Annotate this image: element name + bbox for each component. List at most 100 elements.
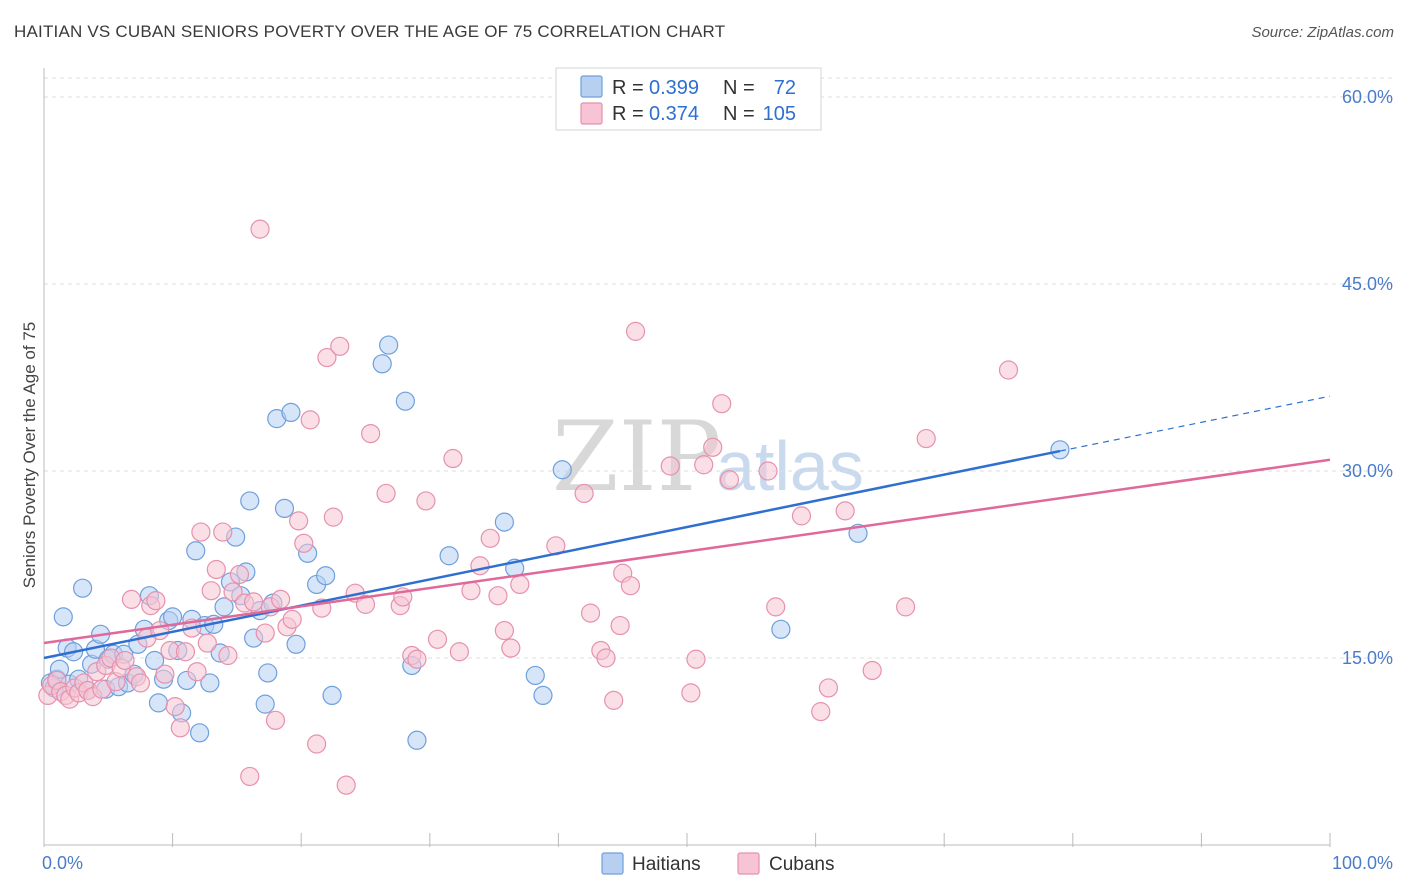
haitians-point [240, 491, 260, 511]
cubans-point [271, 589, 291, 610]
cubans-point [427, 629, 448, 649]
cubans-point [155, 664, 175, 684]
cubans-point [443, 448, 463, 469]
legend-haitians-n-value: 72 [774, 77, 796, 99]
cubans-point [580, 603, 601, 623]
cubans-point [719, 470, 740, 490]
legend-cubans-r-value: 0.374 [649, 103, 699, 125]
haitians-point [72, 578, 93, 598]
cubans-point [213, 522, 233, 542]
x-tick-label: 100.0% [1332, 853, 1393, 873]
cubans-point [206, 559, 226, 580]
haitians-point [255, 694, 275, 714]
haitians-point [379, 335, 399, 355]
cubans-point [223, 582, 243, 602]
cubans-point [282, 609, 302, 629]
cubans-point [620, 576, 641, 596]
haitians-point [214, 597, 234, 617]
cubans-point [574, 483, 594, 504]
haitians-point [53, 607, 73, 627]
cubans-point [470, 556, 490, 576]
cubans-point [694, 455, 714, 475]
haitians-point [494, 512, 514, 532]
cubans-point [766, 597, 786, 617]
haitians-point [190, 723, 210, 743]
cubans-point [610, 615, 630, 636]
legend-haitians-r-value: 0.399 [649, 77, 699, 99]
cubans-point [494, 620, 514, 641]
cubans-point [998, 360, 1019, 380]
trend-lines [43, 395, 1331, 660]
y-tick-label: 60.0% [1342, 87, 1393, 107]
cubans-point [130, 673, 151, 693]
haitians-point [186, 541, 206, 561]
haitians-point [372, 354, 392, 374]
legend-cubans-swatch [580, 102, 603, 125]
bottom-legend: Haitians Cubans [601, 852, 835, 875]
cubans-point [376, 483, 396, 504]
x-tick-label: 0.0% [42, 853, 83, 873]
cubans-point [146, 591, 166, 611]
y-tick-labels: 15.0% 30.0% 45.0% 60.0% [1342, 87, 1393, 668]
legend-cubans-n-value: 105 [763, 103, 796, 125]
bottom-legend-cubans-label: Cubans [769, 854, 835, 875]
bottom-legend-haitians-label: Haitians [632, 854, 701, 875]
haitians-point [1050, 440, 1070, 460]
haitians-point [533, 685, 553, 706]
legend-haitians-n-label: N = [723, 77, 755, 99]
cubans-point [461, 581, 481, 601]
cubans-point [121, 589, 142, 610]
cubans-point [758, 461, 778, 481]
cubans-point [229, 564, 250, 585]
legend-cubans-r-label: R = [612, 103, 644, 125]
cubans-point [300, 410, 320, 430]
cubans-point [265, 710, 286, 730]
haitians-trend-extension [1059, 395, 1331, 452]
haitians-point [148, 693, 169, 713]
cubans-point [289, 511, 309, 531]
cubans-point [355, 594, 376, 614]
cubans-point [323, 507, 343, 527]
cubans-point [449, 642, 469, 662]
cubans-point [604, 690, 624, 710]
cubans-point [712, 394, 732, 414]
legend-haitians-r-label: R = [612, 77, 644, 99]
x-tick-labels: 0.0% 100.0% [42, 853, 1393, 873]
cubans-point [330, 336, 350, 356]
haitians-trend-line [43, 449, 1061, 660]
cubans-point [791, 506, 812, 526]
cubans-point [165, 697, 185, 717]
cubans-point [294, 533, 314, 553]
cubans-point [501, 638, 521, 658]
haitians-point [525, 665, 545, 686]
cubans-point [240, 766, 260, 787]
haitians-point [274, 498, 295, 518]
cubans-point [862, 660, 882, 681]
haitians-point [395, 391, 415, 411]
cubans-point [811, 702, 831, 722]
y-tick-label: 30.0% [1342, 461, 1393, 481]
cubans-point [201, 581, 221, 601]
cubans-point [218, 645, 238, 666]
legend-box: R = 0.399 N = 72 R = 0.374 N = 105 [555, 67, 822, 131]
bottom-legend-cubans-swatch [737, 852, 760, 875]
cubans-point [488, 586, 508, 606]
axes [43, 68, 1331, 847]
cubans-point [681, 683, 701, 703]
cubans-point [625, 321, 646, 341]
legend-haitians-swatch [580, 75, 603, 98]
cubans-point [175, 642, 196, 662]
haitians-point [771, 619, 791, 639]
haitians-point [316, 566, 336, 586]
haitians-point [552, 460, 572, 480]
cubans-point [197, 633, 217, 653]
haitians-point [322, 685, 342, 706]
cubans-point [336, 775, 356, 795]
cubans-point [686, 649, 706, 669]
haitians-point [439, 546, 459, 566]
haitians-point [286, 634, 306, 654]
cubans-point [255, 623, 275, 643]
cubans-point [317, 347, 337, 368]
cubans-point [361, 424, 381, 444]
